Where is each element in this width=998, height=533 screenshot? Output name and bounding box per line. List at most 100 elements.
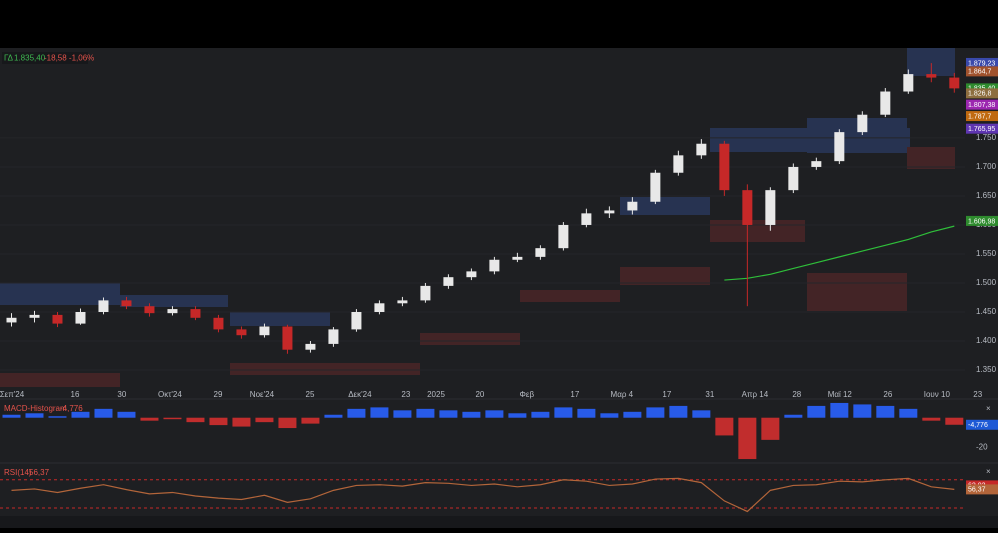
y-tick-label: 1.550: [976, 249, 997, 258]
histogram-bar: [94, 408, 113, 418]
rsi-value: 56,37: [29, 468, 50, 477]
histogram-bar: [876, 405, 895, 418]
price-tag: [966, 111, 998, 122]
candle-body: [190, 309, 201, 318]
price-tag: [966, 419, 998, 430]
candle-body: [535, 248, 546, 257]
close-button[interactable]: ×: [986, 404, 991, 413]
candle-body: [282, 326, 293, 350]
histogram-bar: [370, 407, 389, 418]
candle-body: [558, 224, 569, 249]
price-tag-label: 1.787,7: [968, 113, 991, 120]
zone: [520, 290, 620, 302]
histogram-bar: [577, 408, 596, 418]
y-tick-label: -20: [976, 442, 988, 451]
price-tag: [966, 215, 998, 226]
x-tick-label: 25: [306, 390, 315, 399]
histogram-bar: [324, 414, 343, 418]
zone: [620, 197, 710, 215]
histogram-bar: [669, 405, 688, 418]
price-tag-label: 1.807,38: [968, 102, 995, 109]
candle-body: [926, 74, 937, 78]
histogram-bar: [784, 414, 803, 418]
moving-average: [724, 225, 955, 281]
price-tag-label: 1.826,8: [968, 91, 991, 98]
y-tick-label: 1.350: [976, 365, 997, 374]
x-tick-label: 28: [792, 390, 801, 399]
histogram-bar: [186, 417, 205, 423]
macd-title: MACD-Histogram: [4, 404, 67, 413]
histogram-bar: [807, 405, 826, 418]
zone: [807, 273, 907, 311]
candle-body: [696, 143, 707, 156]
candle-body: [581, 213, 592, 225]
y-tick-label: 1.650: [976, 191, 997, 200]
x-tick-label: 29: [214, 390, 223, 399]
x-tick-label: Δεκ'24: [348, 390, 372, 399]
histogram-bar: [2, 414, 21, 418]
histogram-bar: [761, 417, 780, 440]
x-tick-label: Σεπ'24: [0, 390, 25, 399]
histogram-bar: [485, 410, 504, 418]
histogram-bar: [209, 417, 228, 426]
zone: [120, 295, 228, 307]
x-tick-label: 23: [973, 390, 982, 399]
symbol: ΓΔ: [4, 54, 14, 63]
price-tag-label: 1.606,98: [968, 218, 995, 225]
zone: [710, 220, 805, 242]
histogram-bar: [393, 410, 412, 418]
price-tag-label: 1.864,7: [968, 69, 991, 76]
zone: [420, 333, 520, 345]
legend: ΓΔ 1.835,40 -18,58 -1,06% MACD-Histogram…: [2, 52, 94, 477]
y-tick-label: 1.450: [976, 307, 997, 316]
candle-body: [742, 190, 753, 225]
price-tag: [966, 66, 998, 77]
price-tag: [966, 123, 998, 134]
zones: [0, 48, 955, 387]
x-tick-label: Οκτ'24: [158, 390, 182, 399]
histogram-bar: [347, 408, 366, 418]
candle-body: [788, 166, 799, 191]
histogram-bar: [715, 417, 734, 436]
candle-body: [466, 271, 477, 278]
candle-body: [29, 314, 40, 318]
candle-body: [259, 326, 270, 336]
zone: [620, 267, 710, 285]
candle-body: [144, 306, 155, 314]
candle-body: [121, 300, 132, 307]
candle-body: [98, 300, 109, 312]
histogram-bar: [600, 413, 619, 418]
candle-body: [903, 74, 914, 92]
x-tick-label: Μαρ 4: [611, 390, 634, 399]
histogram-bar: [554, 407, 573, 418]
histogram-bar: [117, 411, 136, 418]
histogram-bar: [278, 417, 297, 429]
y-tick-label: 1.700: [976, 162, 997, 171]
candle-body: [512, 256, 523, 260]
candle-body: [673, 155, 684, 173]
candle-body: [374, 303, 385, 312]
price-tag-label: 1.765,95: [968, 126, 995, 133]
close-button[interactable]: ×: [986, 467, 991, 476]
x-tick-label: 2025: [427, 390, 445, 399]
x-tick-label: 17: [570, 390, 579, 399]
x-tick-label: 16: [71, 390, 80, 399]
histogram-bar: [140, 417, 159, 421]
x-tick-label: Φεβ: [520, 390, 535, 399]
histogram-bar: [255, 417, 274, 423]
histogram-bar: [163, 417, 182, 420]
candle-body: [75, 311, 86, 324]
candle-body: [489, 259, 500, 272]
zone: [230, 363, 420, 375]
candle-body: [305, 343, 316, 350]
candle-body: [650, 172, 661, 202]
x-tick-label: 30: [117, 390, 126, 399]
rsi-line: [11, 477, 955, 513]
candle-body: [6, 317, 17, 323]
candle-body: [52, 314, 63, 324]
candle-body: [880, 91, 891, 115]
x-tick-label: 17: [662, 390, 671, 399]
price-tag-label: 56,37: [968, 487, 986, 494]
